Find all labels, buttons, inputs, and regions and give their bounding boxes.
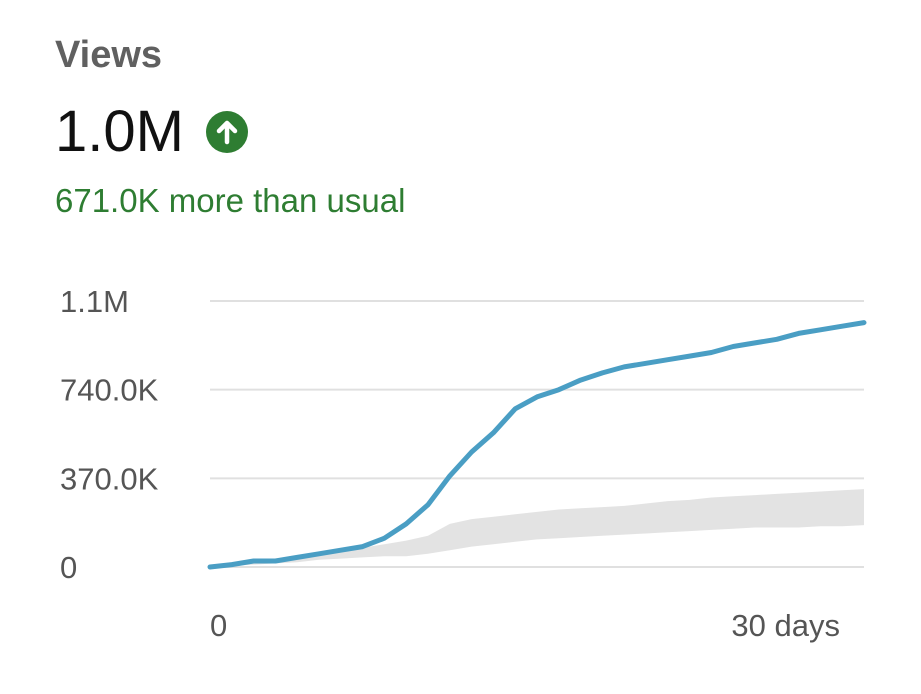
metric-title: Views — [55, 34, 163, 76]
y-tick-label: 740.0K — [60, 373, 159, 408]
x-tick-label: 30 days — [731, 608, 840, 643]
arrow-up-circle-icon — [205, 111, 248, 153]
y-tick-label: 370.0K — [60, 461, 159, 496]
typical-range-band — [210, 489, 864, 567]
x-tick-label: 0 — [210, 608, 227, 643]
metric-value: 1.0M — [55, 99, 184, 164]
metric-delta-text: 671.0K more than usual — [55, 182, 406, 219]
y-tick-label: 1.1M — [60, 284, 129, 319]
y-tick-label: 0 — [60, 550, 77, 585]
metric-value-row: 1.0M — [55, 103, 248, 161]
arrow-up-glyph — [216, 120, 238, 145]
